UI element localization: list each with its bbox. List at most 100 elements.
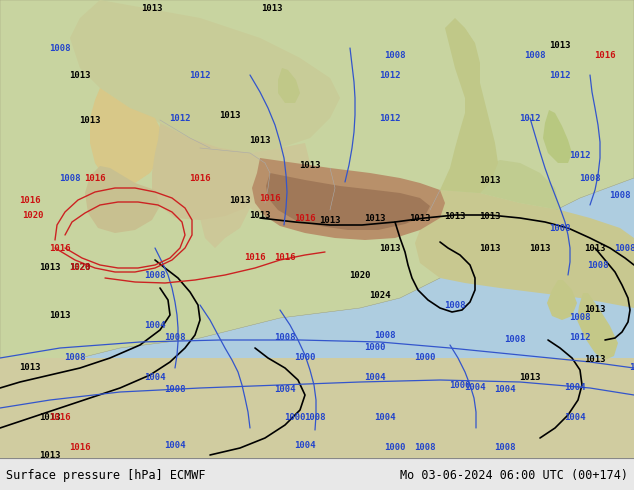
Text: 1013: 1013 (79, 116, 101, 124)
Text: 1013: 1013 (49, 311, 71, 319)
Text: 1013: 1013 (219, 111, 241, 120)
Polygon shape (70, 0, 340, 153)
Text: 1008: 1008 (145, 270, 165, 279)
Text: 1008: 1008 (59, 173, 81, 182)
Polygon shape (278, 68, 300, 103)
Text: 1013: 1013 (39, 264, 61, 272)
Text: 1000: 1000 (294, 353, 316, 363)
Text: Surface pressure [hPa] ECMWF: Surface pressure [hPa] ECMWF (6, 469, 206, 482)
Text: 1012: 1012 (169, 114, 191, 122)
Text: 1008: 1008 (614, 244, 634, 252)
Text: 1004: 1004 (145, 320, 165, 329)
Text: 1013: 1013 (519, 373, 541, 383)
Text: 1008: 1008 (164, 386, 186, 394)
Text: 1013: 1013 (549, 41, 571, 49)
Text: 1008: 1008 (384, 50, 406, 59)
Text: 1013: 1013 (261, 3, 283, 13)
Text: 1013: 1013 (479, 175, 501, 185)
Text: 1000: 1000 (284, 414, 306, 422)
Polygon shape (200, 188, 250, 248)
Text: 1008: 1008 (444, 300, 466, 310)
Text: 1013: 1013 (141, 3, 163, 13)
Text: 1013: 1013 (444, 212, 466, 220)
Text: 1012: 1012 (569, 150, 591, 160)
Text: 1020: 1020 (69, 264, 91, 272)
Text: 1008: 1008 (374, 330, 396, 340)
Text: 1008: 1008 (49, 44, 71, 52)
Text: 1024: 1024 (369, 291, 391, 299)
Text: 1016: 1016 (275, 253, 295, 263)
Text: 1013: 1013 (249, 136, 271, 145)
Text: 1008: 1008 (275, 334, 295, 343)
Text: 1012: 1012 (379, 71, 401, 79)
Text: 1013: 1013 (479, 212, 501, 220)
Text: 1004: 1004 (564, 384, 586, 392)
Text: 1016: 1016 (19, 196, 41, 204)
Text: 1016: 1016 (69, 443, 91, 452)
Text: 1013: 1013 (529, 244, 551, 252)
Text: 1012: 1012 (190, 71, 210, 79)
Text: 1008: 1008 (504, 336, 526, 344)
Text: 1012: 1012 (569, 334, 591, 343)
Polygon shape (85, 166, 160, 233)
Text: 1008: 1008 (495, 443, 515, 452)
Text: 1008: 1008 (64, 353, 86, 363)
Text: 1004: 1004 (564, 414, 586, 422)
Text: 1000: 1000 (414, 353, 436, 363)
Text: 1016: 1016 (259, 194, 281, 202)
Text: 1008: 1008 (524, 50, 546, 59)
Text: 1008: 1008 (549, 223, 571, 232)
Text: 1016: 1016 (49, 414, 71, 422)
Polygon shape (0, 0, 634, 363)
Text: 1004: 1004 (464, 384, 486, 392)
Polygon shape (577, 293, 618, 360)
Text: 1008: 1008 (609, 191, 631, 199)
Polygon shape (415, 190, 634, 308)
Text: 1013: 1013 (585, 305, 605, 315)
Text: 1000: 1000 (384, 443, 406, 452)
Text: 1004: 1004 (275, 386, 295, 394)
Polygon shape (266, 173, 430, 230)
Polygon shape (543, 110, 572, 163)
Polygon shape (440, 18, 498, 193)
Text: 1013: 1013 (69, 71, 91, 79)
Text: 1012: 1012 (379, 114, 401, 122)
Text: 1008: 1008 (164, 334, 186, 343)
Text: 1004: 1004 (294, 441, 316, 449)
Text: 1020: 1020 (22, 211, 44, 220)
Text: 1012: 1012 (519, 114, 541, 122)
Polygon shape (0, 358, 634, 458)
Text: 1008: 1008 (587, 261, 609, 270)
Text: 1013: 1013 (585, 244, 605, 252)
Text: 1016: 1016 (84, 173, 106, 182)
Text: 1013: 1013 (479, 244, 501, 252)
Text: 1016: 1016 (190, 173, 210, 182)
Text: 1016: 1016 (594, 50, 616, 59)
Polygon shape (547, 280, 577, 320)
Text: 1013: 1013 (365, 214, 385, 222)
Text: 1016: 1016 (244, 253, 266, 263)
Text: 1013: 1013 (249, 211, 271, 220)
Text: 1013: 1013 (299, 161, 321, 170)
Text: 1013: 1013 (230, 196, 251, 204)
Text: 1000: 1000 (450, 381, 471, 390)
Text: 1016: 1016 (294, 214, 316, 222)
Text: 1012: 1012 (630, 364, 634, 372)
Text: 1008: 1008 (579, 173, 601, 182)
Text: 1013: 1013 (410, 214, 430, 222)
Text: 1008: 1008 (304, 414, 326, 422)
Text: 1013: 1013 (379, 244, 401, 252)
Text: 1020: 1020 (349, 270, 371, 279)
Text: 1013: 1013 (585, 356, 605, 365)
Text: 1004: 1004 (495, 386, 515, 394)
Text: 1013: 1013 (39, 450, 61, 460)
Text: 1020: 1020 (69, 264, 91, 272)
Text: 1012: 1012 (549, 71, 571, 79)
Text: 1004: 1004 (365, 373, 385, 383)
Text: 1004: 1004 (145, 373, 165, 383)
Text: 1008: 1008 (414, 443, 436, 452)
Text: 1000: 1000 (365, 343, 385, 352)
Text: 1013: 1013 (320, 216, 340, 224)
Text: 1004: 1004 (164, 441, 186, 449)
Text: 1008: 1008 (569, 314, 591, 322)
